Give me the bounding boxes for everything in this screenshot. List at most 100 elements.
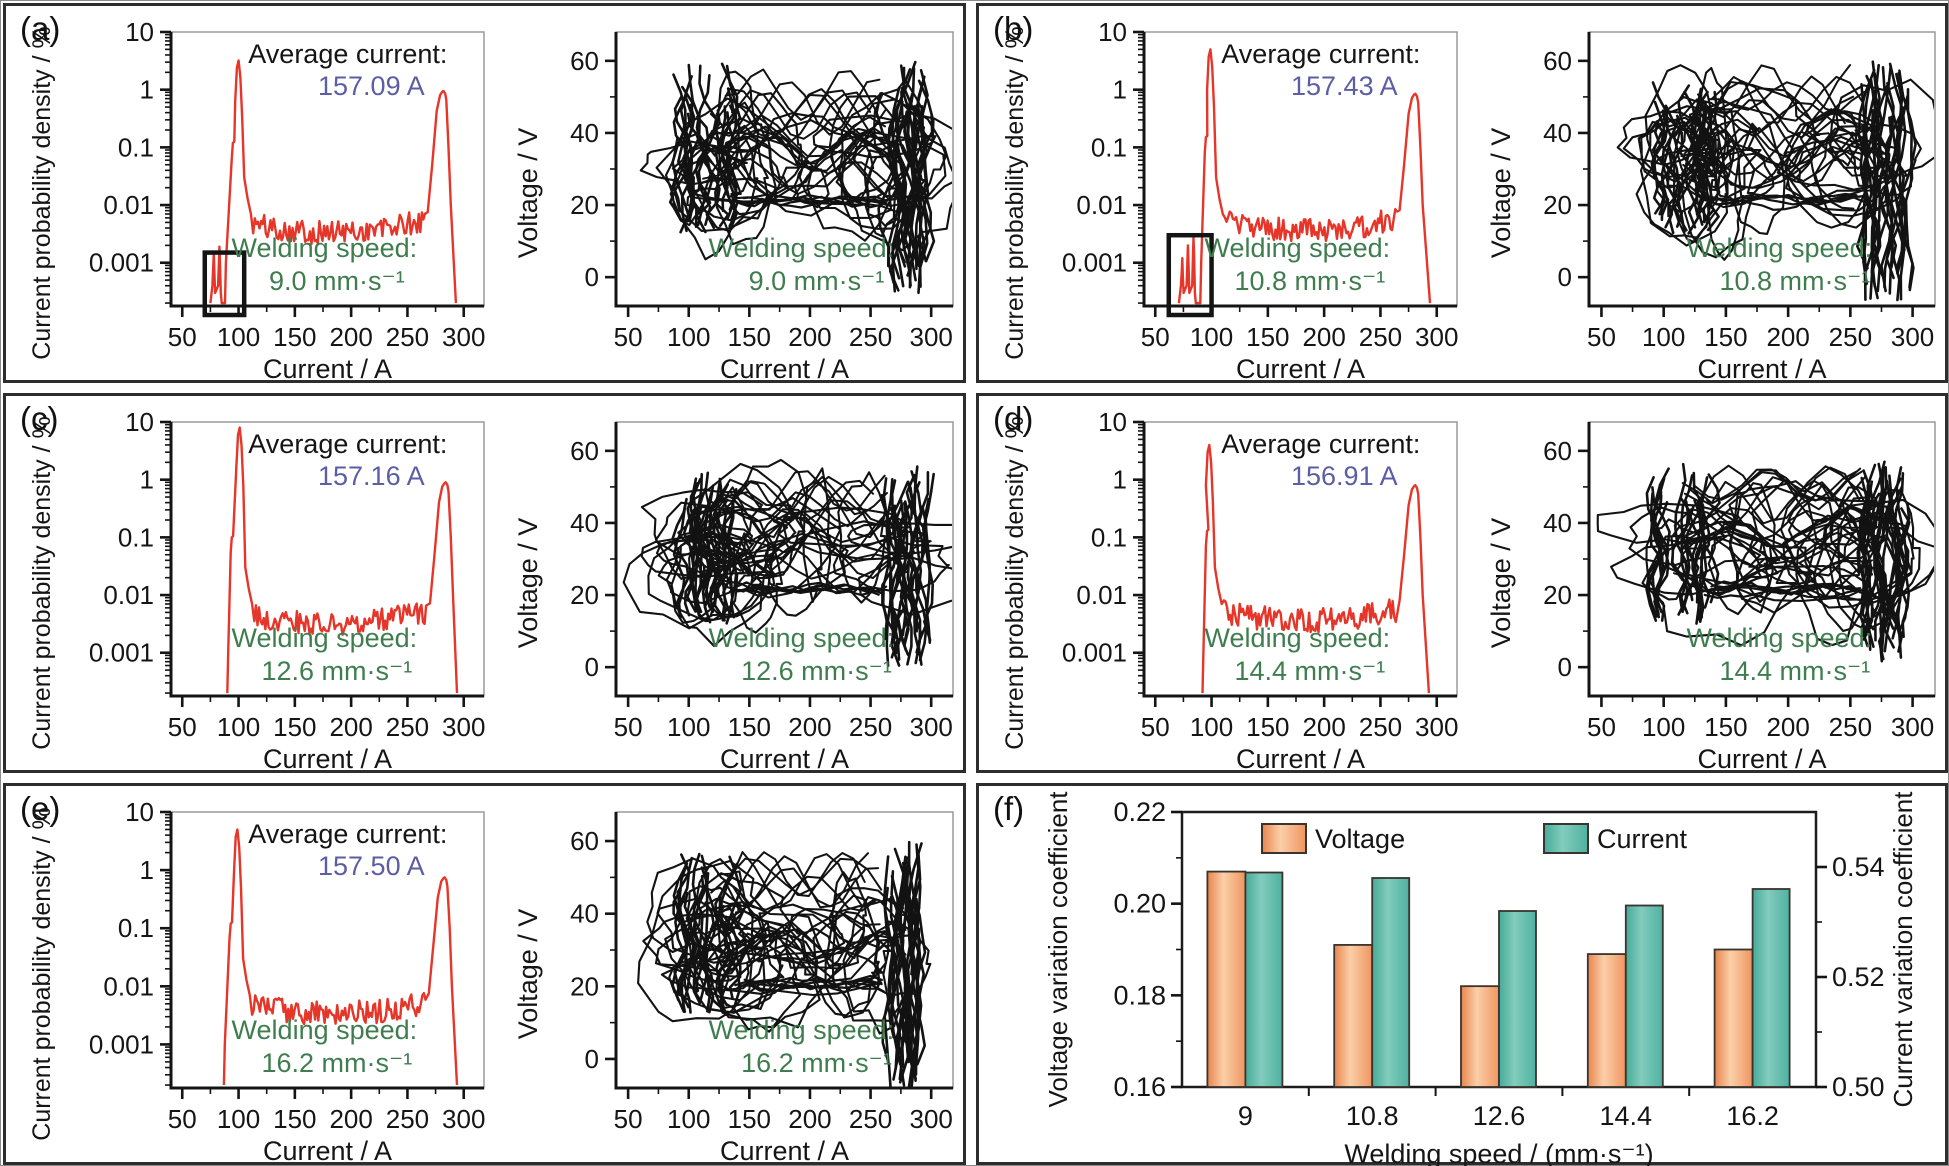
svg-text:Average current:: Average current: <box>1221 39 1420 69</box>
svg-text:0: 0 <box>1558 262 1572 292</box>
svg-text:100: 100 <box>667 1104 710 1134</box>
svg-text:1: 1 <box>140 855 154 885</box>
svg-text:250: 250 <box>386 1104 429 1134</box>
svg-text:10: 10 <box>125 17 154 47</box>
svg-text:Average current:: Average current: <box>248 429 447 459</box>
density-plot-c: 10 1 0.1 0.01 0.001 50 100 150 200 250 300 Current … <box>6 396 491 774</box>
svg-text:0.01: 0.01 <box>103 971 154 1001</box>
svg-text:0.1: 0.1 <box>118 913 154 943</box>
svg-text:0.1: 0.1 <box>118 522 154 552</box>
svg-text:Voltage: Voltage <box>1315 824 1405 854</box>
svg-text:10.8 mm·s⁻¹: 10.8 mm·s⁻¹ <box>1234 266 1385 296</box>
svg-text:0.001: 0.001 <box>1062 248 1127 278</box>
svg-text:16.2: 16.2 <box>1726 1101 1779 1131</box>
svg-text:Welding speed:: Welding speed: <box>709 1015 895 1045</box>
cyclogram-plot-c: 0 20 40 60 50 100 150 200 250 300 Current / A Volta… <box>491 396 963 774</box>
svg-text:12.6 mm·s⁻¹: 12.6 mm·s⁻¹ <box>741 656 892 686</box>
svg-text:0.18: 0.18 <box>1113 980 1166 1010</box>
svg-text:157.50 A: 157.50 A <box>318 851 425 881</box>
svg-text:Welding speed:: Welding speed: <box>1686 233 1872 263</box>
svg-text:100: 100 <box>217 322 260 352</box>
svg-text:150: 150 <box>1704 712 1747 742</box>
svg-text:300: 300 <box>1891 322 1934 352</box>
svg-text:50: 50 <box>614 1104 643 1134</box>
svg-text:200: 200 <box>788 712 831 742</box>
svg-text:10: 10 <box>1098 17 1127 47</box>
svg-text:60: 60 <box>570 436 599 466</box>
svg-text:50: 50 <box>168 322 197 352</box>
svg-text:Current probability density /: Current probability density / % <box>28 807 56 1140</box>
svg-text:0.50: 0.50 <box>1832 1072 1885 1102</box>
svg-text:14.4 mm·s⁻¹: 14.4 mm·s⁻¹ <box>1719 656 1870 686</box>
svg-text:Current / A: Current / A <box>720 744 849 774</box>
svg-text:100: 100 <box>667 322 710 352</box>
svg-text:Voltage / V: Voltage / V <box>513 909 543 1040</box>
svg-text:Current / A: Current / A <box>720 1136 849 1166</box>
svg-text:Welding speed:: Welding speed: <box>1205 623 1391 653</box>
svg-text:0: 0 <box>585 262 599 292</box>
panel-label-e: (e) <box>20 790 61 827</box>
svg-text:200: 200 <box>1766 712 1809 742</box>
svg-text:50: 50 <box>1141 712 1170 742</box>
svg-text:0.01: 0.01 <box>1076 580 1127 610</box>
svg-text:14.4: 14.4 <box>1600 1101 1653 1131</box>
svg-text:10: 10 <box>1098 407 1127 437</box>
svg-text:Welding speed:: Welding speed: <box>232 623 418 653</box>
svg-text:40: 40 <box>1543 508 1572 538</box>
svg-text:0: 0 <box>1558 652 1572 682</box>
svg-text:0: 0 <box>585 652 599 682</box>
svg-text:250: 250 <box>1359 712 1402 742</box>
svg-text:Current / A: Current / A <box>263 1136 392 1166</box>
svg-text:150: 150 <box>728 712 771 742</box>
svg-text:40: 40 <box>570 508 599 538</box>
svg-text:Current probability density /: Current probability density / % <box>28 26 56 359</box>
svg-text:1: 1 <box>140 465 154 495</box>
svg-text:100: 100 <box>1190 322 1233 352</box>
svg-text:Welding speed / (mm·s⁻¹): Welding speed / (mm·s⁻¹) <box>1344 1139 1653 1166</box>
svg-text:0.01: 0.01 <box>103 580 154 610</box>
svg-text:300: 300 <box>909 712 952 742</box>
svg-text:0: 0 <box>585 1044 599 1074</box>
svg-text:60: 60 <box>570 826 599 856</box>
panel-f: (f) 0.16 0.18 0.20 0.22 0.50 0.52 0.54 9 10.8 12.… <box>976 783 1948 1166</box>
svg-text:200: 200 <box>329 322 372 352</box>
svg-text:0.1: 0.1 <box>118 132 154 162</box>
svg-text:14.4 mm·s⁻¹: 14.4 mm·s⁻¹ <box>1234 656 1385 686</box>
svg-text:0.001: 0.001 <box>1062 638 1127 668</box>
svg-text:50: 50 <box>1141 322 1170 352</box>
svg-text:12.6 mm·s⁻¹: 12.6 mm·s⁻¹ <box>261 656 412 686</box>
panel-label-d: (d) <box>993 400 1034 437</box>
svg-text:250: 250 <box>849 1104 892 1134</box>
svg-text:Voltage / V: Voltage / V <box>1486 128 1516 259</box>
svg-text:150: 150 <box>728 1104 771 1134</box>
svg-text:20: 20 <box>570 971 599 1001</box>
svg-text:Current / A: Current / A <box>720 354 849 384</box>
svg-text:0.22: 0.22 <box>1113 797 1166 827</box>
panel-b: (b) 10 1 0.1 0.01 0.001 50 100 150 200 250 300 Curr… <box>976 3 1948 384</box>
variation-bar-chart: 0.16 0.18 0.20 0.22 0.50 0.52 0.54 9 10.8 12.6 14.… <box>979 786 1945 1166</box>
density-plot-a: 10 1 0.1 0.01 0.001 50 100 150 200 250 300 Current … <box>6 6 491 384</box>
svg-text:150: 150 <box>273 1104 316 1134</box>
svg-text:Welding speed:: Welding speed: <box>232 1015 418 1045</box>
svg-text:150: 150 <box>1246 712 1289 742</box>
svg-text:1: 1 <box>1113 465 1127 495</box>
svg-text:0.20: 0.20 <box>1113 889 1166 919</box>
svg-text:Current / A: Current / A <box>1236 354 1365 384</box>
svg-text:Current / A: Current / A <box>263 744 392 774</box>
svg-text:40: 40 <box>570 899 599 929</box>
svg-text:Voltage / V: Voltage / V <box>1486 518 1516 649</box>
svg-text:12.6: 12.6 <box>1473 1101 1526 1131</box>
svg-text:250: 250 <box>849 712 892 742</box>
svg-text:50: 50 <box>614 712 643 742</box>
svg-text:100: 100 <box>217 1104 260 1134</box>
svg-text:50: 50 <box>1587 712 1616 742</box>
svg-text:200: 200 <box>1302 322 1345 352</box>
svg-text:250: 250 <box>849 322 892 352</box>
svg-text:150: 150 <box>273 322 316 352</box>
svg-text:Current probability density /: Current probability density / % <box>1001 416 1029 749</box>
svg-text:0.16: 0.16 <box>1113 1072 1166 1102</box>
svg-text:Current / A: Current / A <box>263 354 392 384</box>
svg-text:200: 200 <box>788 1104 831 1134</box>
svg-text:Welding speed:: Welding speed: <box>232 233 418 263</box>
svg-text:250: 250 <box>1359 322 1402 352</box>
